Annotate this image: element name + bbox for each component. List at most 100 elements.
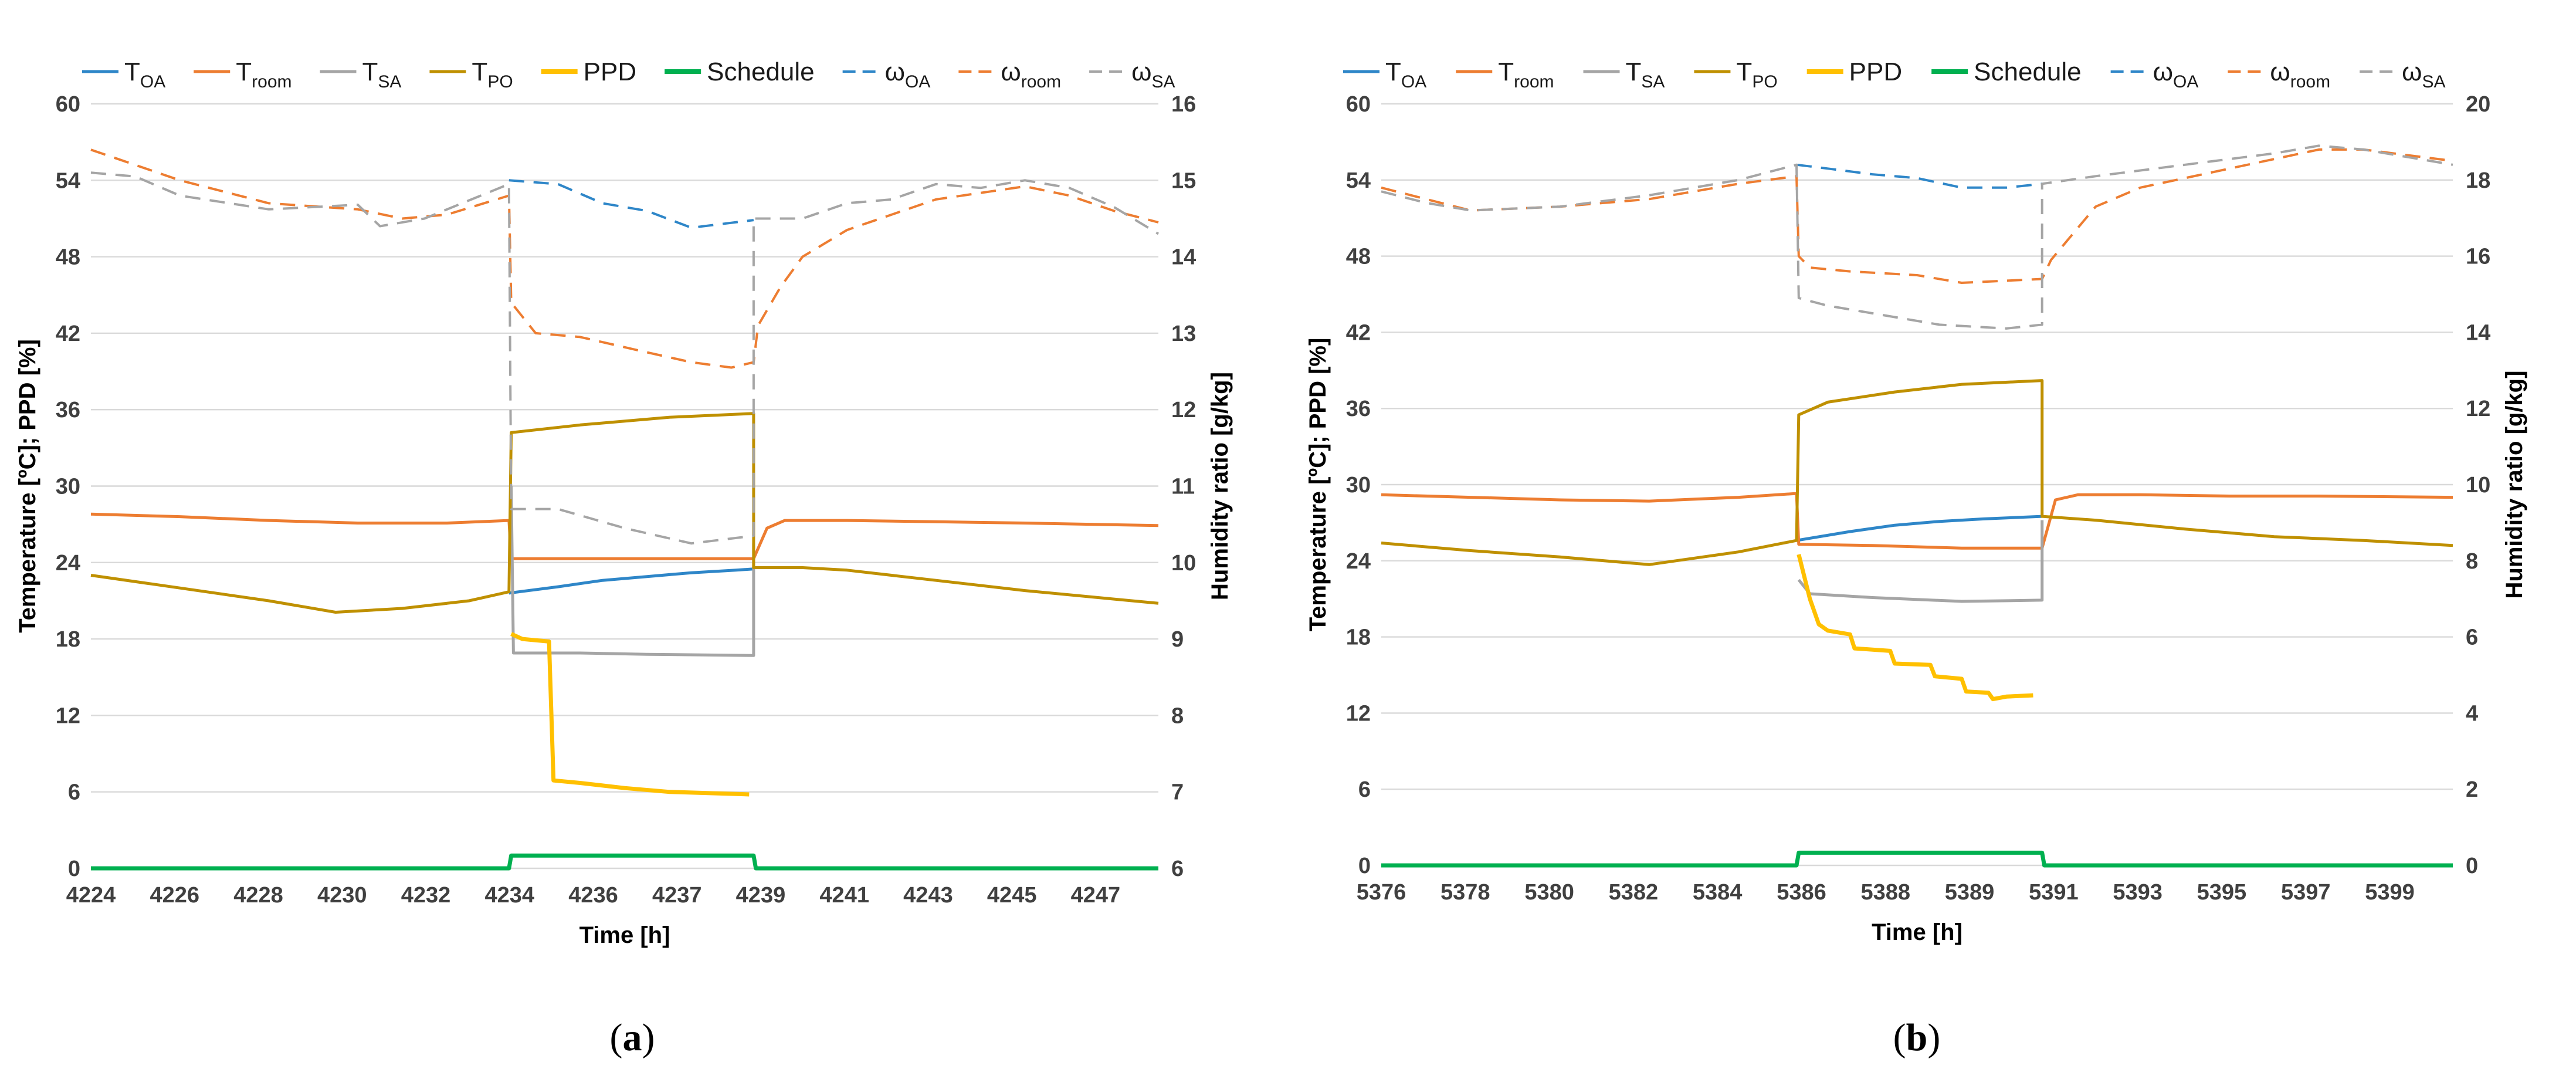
legend-label-main: ω — [2153, 57, 2173, 86]
y-axis-title-right: Humidity ratio [g/kg] — [2502, 371, 2527, 599]
panel-label-close: ) — [642, 1016, 655, 1059]
legend-label: Schedule — [707, 57, 814, 86]
legend-label: ωSA — [1131, 57, 1175, 92]
x-tick: 5384 — [1693, 880, 1743, 905]
series-line-t-po — [1381, 379, 2453, 566]
legend-label-sub: SA — [2422, 72, 2445, 92]
y-tick-left: 36 — [56, 398, 80, 422]
legend-label-main: ω — [885, 57, 905, 86]
panel-label-letter: a — [623, 1016, 642, 1059]
legend-label-sub: SA — [1641, 72, 1665, 92]
y-tick-left: 48 — [1346, 245, 1371, 269]
x-tick: 4226 — [150, 883, 199, 908]
x-tick: 5388 — [1860, 880, 1910, 905]
legend-label: PPD — [1849, 57, 1902, 86]
panel-label-letter: b — [1906, 1016, 1928, 1059]
legend-label-main: T — [1385, 57, 1401, 86]
legend-label-main: T — [124, 57, 140, 86]
legend-label-main: ω — [2402, 57, 2422, 86]
y-tick-right: 2 — [2466, 777, 2478, 802]
y-tick-right: 20 — [2466, 92, 2490, 117]
legend-label: PPD — [584, 57, 636, 86]
legend-label-main: ω — [1001, 57, 1021, 86]
legend-label: TOA — [124, 57, 165, 92]
legend-label-main: Schedule — [1974, 57, 2081, 86]
y-tick-left: 24 — [1346, 549, 1371, 574]
x-tick: 5397 — [2281, 880, 2331, 905]
y-tick-left: 0 — [1358, 854, 1371, 878]
x-tick: 5391 — [2029, 880, 2079, 905]
panel-label: (b) — [1893, 1016, 1941, 1059]
legend-label-main: PPD — [584, 57, 636, 86]
y-tick-right: 0 — [2466, 854, 2478, 878]
legend-label-main: T — [1736, 57, 1752, 86]
legend-label-main: T — [1498, 57, 1514, 86]
series-line-ω-room — [90, 148, 1159, 369]
y-tick-right: 6 — [1171, 857, 1184, 881]
legend-label-main: T — [362, 57, 378, 86]
series-line-t-room — [90, 512, 1159, 560]
legend-label: TOA — [1385, 57, 1426, 92]
series-line-ppd — [510, 632, 750, 797]
series-line-ω-oa — [1796, 163, 2042, 189]
legend-label-main: T — [236, 57, 252, 86]
x-tick: 4243 — [903, 883, 953, 908]
x-tick: 4245 — [987, 883, 1037, 908]
y-tick-right: 6 — [2466, 625, 2478, 650]
series-line-ω-room — [1381, 148, 2453, 284]
y-tick-left: 30 — [56, 475, 80, 499]
y-tick-left: 42 — [56, 322, 80, 346]
y-tick-left: 54 — [56, 168, 80, 193]
legend-label: ωOA — [885, 57, 931, 92]
panel-label-open: ( — [610, 1016, 623, 1059]
y-tick-left: 30 — [1346, 473, 1371, 498]
y-tick-left: 60 — [1346, 92, 1371, 117]
panel-label-open: ( — [1893, 1016, 1906, 1059]
y-axis-title-right: Humidity ratio [g/kg] — [1207, 372, 1233, 600]
x-tick: 4232 — [401, 883, 451, 908]
y-tick-left: 18 — [56, 627, 80, 652]
y-tick-left: 6 — [68, 780, 80, 805]
x-axis-title: Time [h] — [579, 922, 670, 948]
legend-label: ωOA — [2153, 57, 2199, 92]
y-tick-left: 24 — [56, 551, 80, 576]
y-tick-right: 14 — [1171, 245, 1196, 270]
y-tick-right: 8 — [2466, 549, 2478, 574]
series-line-schedule — [91, 853, 1158, 871]
x-tick: 4241 — [819, 883, 869, 908]
legend-label: Troom — [236, 57, 292, 92]
series-line-t-oa — [1796, 515, 2042, 542]
y-tick-right: 10 — [2466, 473, 2490, 498]
legend-label-sub: PO — [1752, 72, 1777, 92]
y-tick-right: 9 — [1171, 627, 1184, 652]
x-tick: 4237 — [652, 883, 702, 908]
x-tick: 4234 — [484, 883, 534, 908]
legend-label: TPO — [1736, 57, 1777, 92]
y-tick-left: 48 — [56, 245, 80, 270]
panel-label-close: ) — [1927, 1016, 1940, 1059]
y-axis-title-left: Temperature [ºC]; PPD [%] — [1305, 338, 1331, 632]
legend-label-sub: PO — [487, 72, 513, 92]
series-line-ω-sa — [1381, 144, 2453, 330]
y-tick-right: 16 — [2466, 245, 2490, 269]
chart-panel-b: 0612182430364248546002468101214161820537… — [1305, 57, 2527, 1059]
series-line-ω-oa — [509, 179, 754, 229]
y-tick-right: 12 — [2466, 397, 2490, 421]
x-tick: 5399 — [2365, 880, 2415, 905]
legend-label-sub: room — [252, 72, 292, 92]
legend-label-sub: SA — [1151, 72, 1175, 92]
x-tick: 4230 — [317, 883, 367, 908]
legend-label-main: ω — [1131, 57, 1151, 86]
x-tick: 5389 — [1945, 880, 1995, 905]
y-tick-left: 60 — [56, 92, 80, 117]
y-tick-right: 13 — [1171, 322, 1196, 346]
series-line-schedule — [1381, 850, 2453, 868]
y-axis-title-left: Temperature [ºC]; PPD [%] — [15, 339, 40, 633]
panel-label: (a) — [610, 1016, 655, 1059]
x-tick: 4228 — [233, 883, 283, 908]
y-tick-left: 54 — [1346, 168, 1371, 193]
x-tick: 5395 — [2197, 880, 2247, 905]
series-line-t-oa — [509, 567, 754, 595]
